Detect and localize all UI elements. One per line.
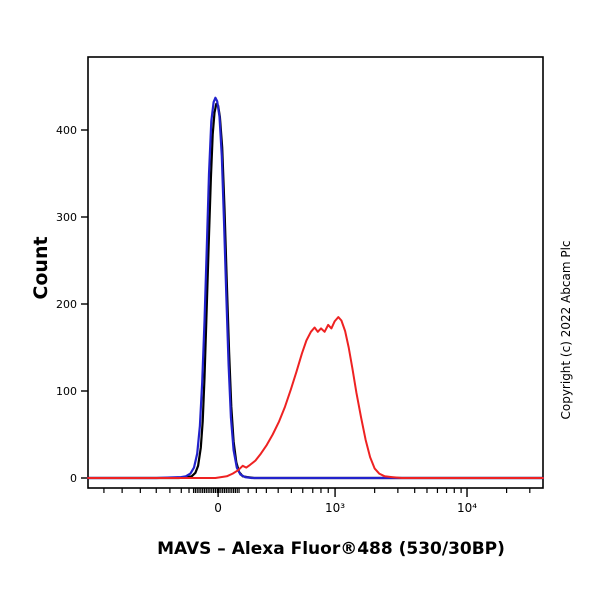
x-tick-label: 10³ bbox=[325, 501, 345, 515]
y-tick-label: 200 bbox=[56, 298, 77, 311]
y-axis-label: Count bbox=[30, 236, 52, 300]
y-tick-label: 300 bbox=[56, 211, 77, 224]
x-tick-label: 10⁴ bbox=[457, 501, 477, 515]
copyright-text: Copyright (c) 2022 Abcam Plc bbox=[559, 240, 573, 420]
y-tick-label: 400 bbox=[56, 124, 77, 137]
chart-title: MAVS – Alexa Fluor®488 (530/30BP) bbox=[157, 539, 505, 559]
x-tick-label: 0 bbox=[214, 501, 222, 515]
y-tick-label: 0 bbox=[70, 472, 77, 485]
plot-frame bbox=[87, 56, 544, 489]
control-black-curve bbox=[86, 102, 545, 480]
y-tick-label: 100 bbox=[56, 385, 77, 398]
mavs-red-curve bbox=[87, 316, 544, 479]
control-blue-curve bbox=[86, 96, 545, 480]
